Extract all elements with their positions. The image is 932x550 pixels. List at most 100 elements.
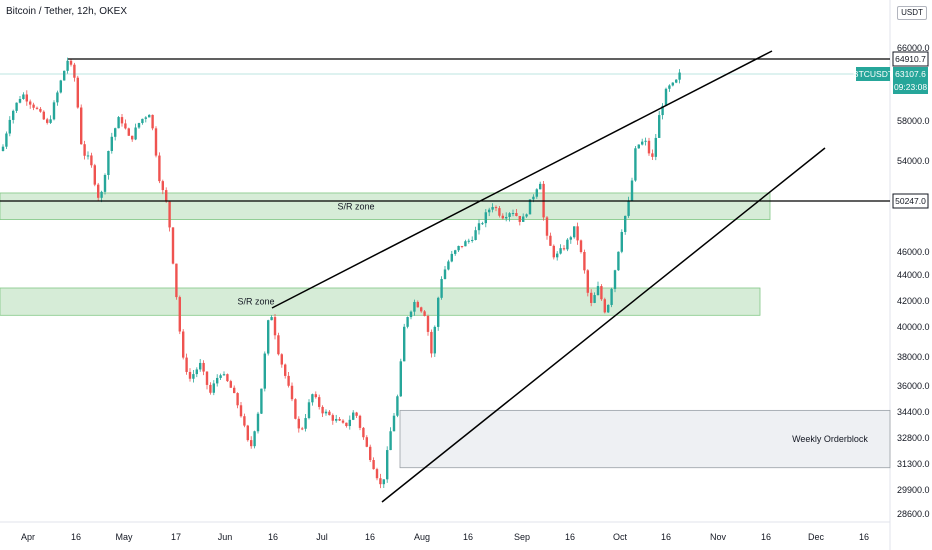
candle-down	[576, 226, 579, 241]
price-tick: 32800.0	[897, 433, 930, 443]
candle-down	[226, 374, 229, 382]
orderblock-zone[interactable]	[399, 409, 891, 469]
candle-up	[392, 415, 396, 432]
candle-up	[433, 326, 436, 354]
candle-down	[290, 385, 294, 400]
time-tick: Dec	[808, 532, 825, 542]
candle-down	[372, 460, 375, 470]
candle-up	[144, 117, 147, 119]
candle-up	[508, 213, 511, 217]
lower-wedge-line[interactable]	[381, 147, 826, 503]
candle-down	[168, 201, 171, 228]
candle-down	[331, 415, 334, 421]
price-tick: 28600.0	[897, 509, 930, 519]
candle-up	[219, 375, 222, 378]
candle-up	[464, 241, 467, 247]
candle-down	[97, 184, 100, 198]
candle-down	[498, 208, 501, 216]
candle-down	[239, 405, 243, 417]
candle-up	[613, 270, 617, 289]
candle-down	[90, 155, 93, 166]
time-tick: 16	[761, 532, 771, 542]
price-tick: 29900.0	[897, 485, 930, 495]
candle-up	[620, 231, 623, 252]
candle-up	[630, 180, 634, 201]
sr-zone[interactable]	[0, 192, 771, 220]
time-tick: Jun	[218, 532, 233, 542]
candle-down	[246, 425, 249, 441]
candle-up	[12, 110, 15, 120]
time-tick: 16	[268, 532, 278, 542]
candle-down	[294, 399, 297, 419]
candle-down	[358, 415, 362, 428]
candle-up	[569, 237, 572, 240]
candle-up	[49, 119, 52, 123]
candle-down	[273, 317, 277, 336]
candle-up	[454, 250, 457, 254]
candle-up	[566, 239, 569, 250]
candle-down	[301, 428, 304, 430]
candle-up	[634, 148, 637, 181]
time-tick: 17	[171, 532, 181, 542]
candle-up	[474, 230, 477, 240]
candle-up	[484, 212, 487, 224]
candle-down	[345, 422, 348, 427]
candle-up	[511, 213, 515, 215]
candle-down	[154, 128, 158, 156]
time-tick: Apr	[21, 532, 35, 542]
candle-up	[668, 85, 671, 89]
time-tick: 16	[661, 532, 671, 542]
candle-up	[641, 141, 644, 145]
candle-down	[369, 446, 372, 461]
price-tick: 34400.0	[897, 407, 930, 417]
candle-up	[199, 362, 202, 370]
candle-down	[375, 469, 379, 479]
time-tick: 16	[71, 532, 81, 542]
candle-down	[365, 437, 368, 447]
candle-up	[477, 223, 481, 231]
candle-down	[562, 248, 566, 250]
candle-up	[100, 191, 103, 198]
candle-down	[318, 397, 321, 407]
time-tick: 16	[463, 532, 473, 542]
candle-up	[348, 419, 351, 427]
candle-up	[307, 402, 311, 419]
candle-up	[18, 99, 22, 103]
candle-up	[624, 215, 627, 232]
candle-down	[171, 227, 175, 264]
candle-down	[460, 245, 464, 247]
candle-down	[420, 307, 423, 312]
candle-up	[382, 479, 385, 485]
symbol-tag	[856, 67, 890, 81]
price-tick: 40000.0	[897, 322, 930, 332]
candle-down	[603, 299, 606, 313]
currency-selector[interactable]: USDT	[897, 6, 927, 20]
candle-up	[447, 261, 450, 270]
candle-up	[253, 431, 256, 447]
candle-down	[80, 107, 83, 145]
candle-up	[22, 94, 25, 100]
candle-up	[103, 174, 107, 192]
candle-up	[403, 326, 406, 362]
candle-down	[647, 140, 651, 154]
candle-up	[532, 196, 535, 200]
candle-up	[117, 117, 120, 129]
candle-down	[185, 357, 188, 372]
candle-down	[236, 393, 239, 406]
candle-up	[610, 288, 613, 305]
candle-up	[335, 418, 338, 421]
candle-up	[450, 253, 453, 262]
candle-up	[399, 361, 402, 397]
candle-up	[222, 374, 226, 376]
upper-wedge-line[interactable]	[271, 50, 773, 309]
candle-down	[416, 301, 419, 308]
price-tick: 44000.0	[897, 270, 930, 280]
candle-down	[423, 311, 426, 316]
sr-zone[interactable]	[0, 287, 761, 316]
candle-up	[141, 118, 144, 124]
candle-down	[178, 297, 181, 332]
candle-down	[124, 123, 127, 129]
price-tick: 46000.0	[897, 247, 930, 257]
candle-down	[165, 190, 168, 202]
